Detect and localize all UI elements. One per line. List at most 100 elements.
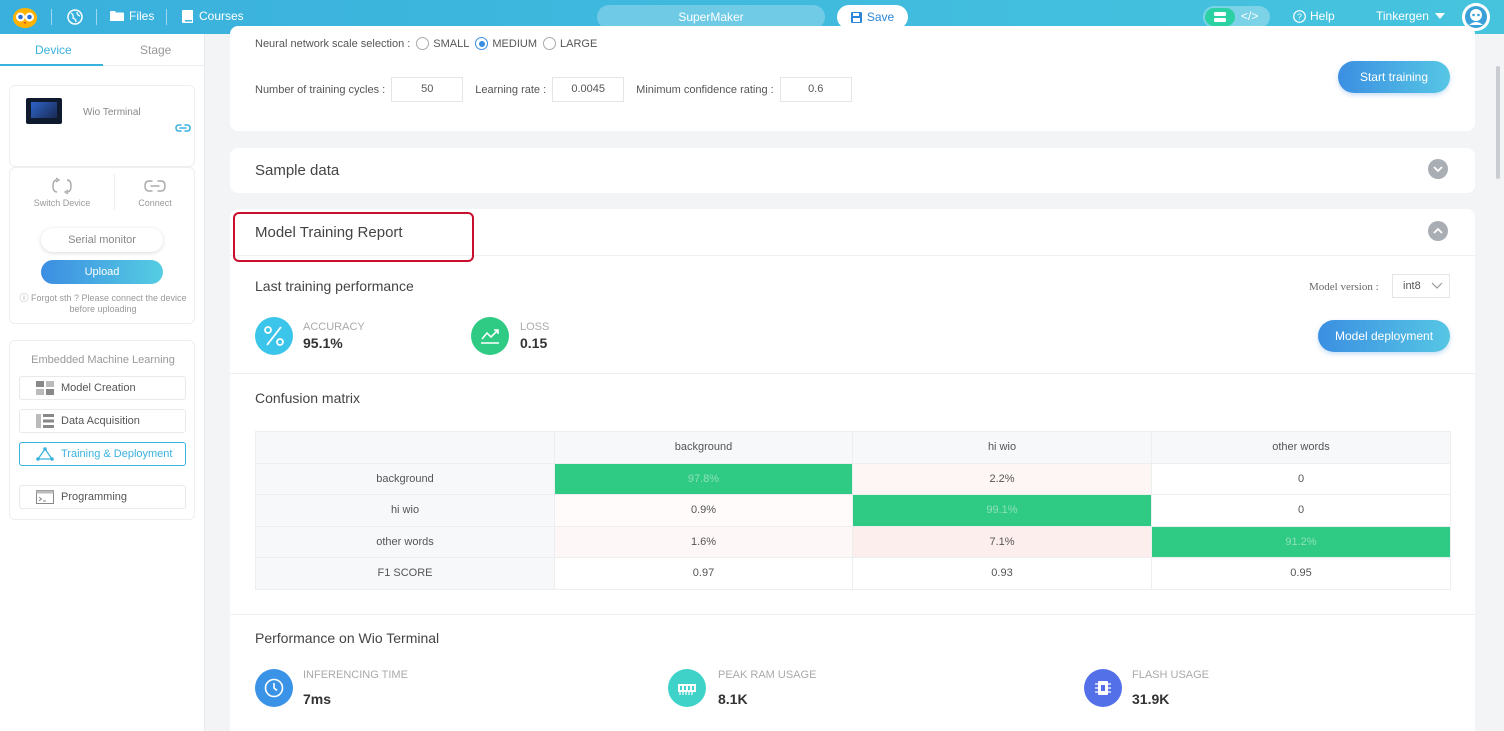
serial-monitor-button[interactable]: Serial monitor [41,228,163,252]
confidence-label: Minimum confidence rating : [636,83,774,96]
radio-medium[interactable] [475,37,489,50]
matrix-cell: 1.6% [554,525,853,558]
accuracy-badge [255,317,293,355]
matrix-cell: 99.1% [852,494,1152,527]
scale-label: Neural network scale selection : [255,37,411,50]
trend-chart-icon [481,329,499,344]
collapse-button[interactable] [1428,221,1448,241]
inference-value: 7ms [303,691,332,707]
row-header: hi wio [255,494,555,527]
cycles-label: Number of training cycles : [255,83,386,96]
table-row: hi wio 0.9% 99.1% 0 [255,494,1451,527]
device-card[interactable]: Wio Terminal [9,85,195,167]
blocks-mode[interactable] [1205,8,1235,26]
upload-button[interactable]: Upload [41,260,163,284]
training-params-card: Neural network scale selection : SMALL M… [230,26,1475,131]
ram-value: 8.1K [718,691,748,707]
save-button[interactable]: Save [837,5,908,29]
divider [51,9,52,25]
blocks-icon [1214,12,1226,22]
loss-value: 0.15 [520,335,548,351]
active-tab-indicator [0,64,103,66]
accuracy-label: ACCURACY [303,321,365,333]
sidebar-tabs: Device Stage [0,34,205,66]
nav-programming[interactable]: Programming [19,485,186,509]
nav-label: Programming [61,491,128,503]
report-header[interactable]: Model Training Report [230,209,1475,262]
matrix-cell: 7.1% [852,525,1152,558]
nav-label: Training & Deployment [61,448,173,460]
row-header: F1 SCORE [255,557,555,590]
radio-large[interactable] [542,37,556,50]
learning-rate-label: Learning rate : [475,83,547,96]
f1-cell: 0.95 [1151,557,1451,590]
wio-terminal-image [26,98,62,124]
tab-stage[interactable]: Stage [140,43,172,57]
device-name: Wio Terminal [83,107,141,118]
model-version-select[interactable]: int8 [1392,274,1450,298]
clock-icon [264,678,284,698]
highlight-box [233,212,474,262]
flash-label: FLASH USAGE [1132,669,1210,681]
user-menu[interactable]: Tinkergen [1376,9,1445,23]
divider [166,9,167,25]
option-small[interactable]: SMALL [433,37,470,50]
model-deployment-button[interactable]: Model deployment [1318,320,1450,352]
corner-cell [255,431,555,464]
column-header: hi wio [852,431,1152,464]
learning-rate-input[interactable]: 0.0045 [552,77,625,102]
switch-device-label: Switch Device [33,198,91,208]
switch-device-icon [52,177,72,195]
confusion-matrix-title: Confusion matrix [255,390,361,406]
save-label: Save [866,10,895,24]
f1-cell: 0.97 [554,557,853,590]
data-list-icon [36,414,54,428]
flash-chip-icon [1095,681,1111,695]
option-large[interactable]: LARGE [559,37,598,50]
courses-label: Courses [199,9,244,23]
courses-menu[interactable]: Courses [182,9,244,23]
link-icon[interactable] [175,122,191,134]
matrix-cell: 0 [1151,494,1451,527]
expand-button[interactable] [1428,159,1448,179]
report-title: Model Training Report [255,224,403,241]
upload-hint: ⓘ Forgot sth ? Please connect the device… [10,293,196,315]
code-mode[interactable]: </> [1241,9,1259,23]
nav-data-acquisition[interactable]: Data Acquisition [19,409,186,433]
sample-data-panel[interactable]: Sample data [230,148,1475,193]
owl-logo-icon[interactable] [13,6,37,28]
help-label: Help [1310,9,1335,23]
chevron-down-icon [1431,282,1443,289]
project-name[interactable]: SuperMaker [597,5,825,29]
help-link[interactable]: ? Help [1293,9,1335,23]
nav-training-deployment[interactable]: Training & Deployment [19,442,186,466]
nav-label: Model Creation [61,382,136,394]
mode-toggle[interactable]: </> [1203,6,1270,28]
option-medium[interactable]: MEDIUM [492,37,537,50]
confusion-matrix-table: background hi wio other words background… [255,431,1451,590]
connect-label: Connect [138,198,172,208]
scrollbar-thumb[interactable] [1496,66,1500,179]
radio-small[interactable] [416,37,430,50]
question-circle-icon: ? [1293,9,1306,23]
training-cycles-input[interactable]: 50 [391,77,464,102]
switch-device-button[interactable]: Switch Device [10,176,114,208]
divider [230,373,1475,374]
accuracy-value: 95.1% [303,335,343,351]
connect-button[interactable]: Connect [114,176,196,208]
info-icon: ⓘ [19,293,31,303]
terminal-icon [36,490,54,504]
files-menu[interactable]: Files [110,9,154,23]
start-training-button[interactable]: Start training [1338,61,1450,93]
nav-model-creation[interactable]: Model Creation [19,376,186,400]
nav-label: Data Acquisition [61,415,140,427]
loss-badge [471,317,509,355]
tab-device[interactable]: Device [35,43,72,57]
globe-icon[interactable] [67,9,83,25]
row-header: background [255,462,555,495]
confidence-input[interactable]: 0.6 [779,77,852,102]
hint-line-1: Forgot sth ? Please connect the device [30,293,187,303]
eml-nav-card: Embedded Machine Learning Model Creation… [9,340,195,520]
column-header: background [554,431,853,464]
table-row: F1 SCORE 0.97 0.93 0.95 [255,557,1451,590]
